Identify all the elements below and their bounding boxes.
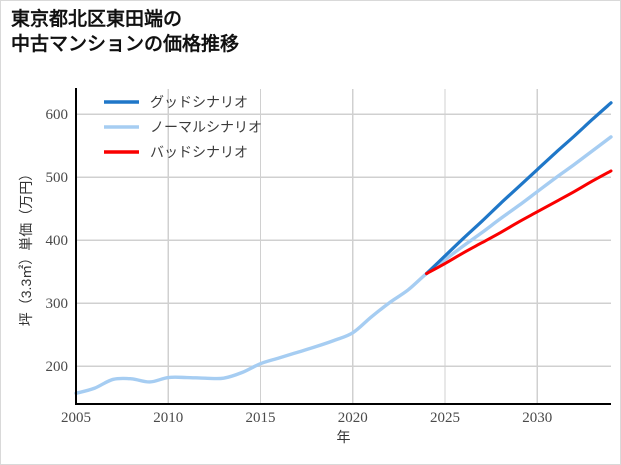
chart-title: 東京都北区東田端の中古マンションの価格推移 [11, 7, 611, 58]
y-axis-tick-labels: 200 300 400 500 600 [46, 107, 69, 375]
legend-label: ノーマルシナリオ [150, 121, 262, 136]
x-tick-label: 2020 [338, 410, 368, 426]
data-series-layer [74, 101, 613, 395]
series-line-good [424, 101, 613, 276]
x-tick-label: 2025 [430, 410, 460, 426]
y-tick-label: 200 [46, 359, 69, 375]
chart-title-line-2: 中古マンションの価格推移 [11, 34, 240, 56]
x-tick-label: 2010 [153, 410, 183, 426]
x-tick-label: 2030 [522, 410, 552, 426]
x-axis-title: 年 [337, 429, 351, 445]
axis-titles: 年 坪（3.3㎡）単価（万円） [18, 167, 351, 445]
y-axis-title: 坪（3.3㎡）単価（万円） [18, 167, 34, 326]
x-tick-label: 2015 [245, 410, 275, 426]
chart-title-line-1: 東京都北区東田端の [11, 9, 183, 30]
y-tick-label: 300 [46, 296, 69, 312]
axis-spines [75, 88, 611, 405]
legend-label: バッドシナリオ [150, 146, 248, 161]
y-tick-label: 500 [46, 170, 69, 186]
x-axis-tick-labels: 2005 2010 2015 2020 2025 2030 [61, 410, 552, 426]
y-tick-label: 600 [46, 107, 69, 123]
x-tick-label: 2005 [61, 410, 91, 426]
legend-label: グッドシナリオ [150, 95, 248, 111]
grid-lines [76, 89, 611, 404]
series-line-normal [74, 135, 613, 395]
series-line-bad [425, 169, 613, 276]
y-tick-label: 400 [46, 233, 69, 249]
